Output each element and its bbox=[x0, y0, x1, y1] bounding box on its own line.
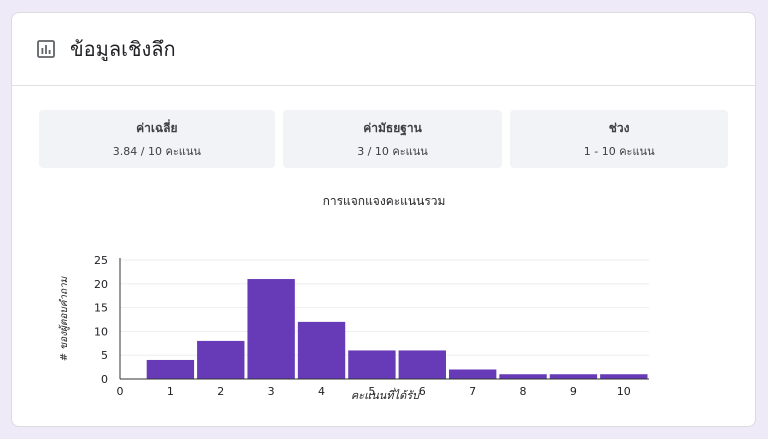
stat-median: ค่ามัธยฐาน 3 / 10 คะแนน bbox=[282, 110, 503, 168]
histogram-bar bbox=[247, 279, 295, 379]
histogram-bar bbox=[146, 359, 195, 379]
card-header: ข้อมูลเชิงลึก bbox=[12, 13, 755, 86]
x-tick-label: 8 bbox=[520, 385, 527, 398]
y-tick-label: 10 bbox=[94, 325, 108, 338]
x-tick-label: 0 bbox=[117, 385, 124, 398]
histogram-bar bbox=[499, 374, 547, 379]
stat-range-value: 1 - 10 คะแนน bbox=[583, 144, 655, 158]
page-title: ข้อมูลเชิงลึก bbox=[70, 37, 176, 61]
histogram-bar bbox=[398, 350, 446, 379]
chart-svg: การแจกแจงคะแนนรวม คะแนนที่ได้รับ # ของผู… bbox=[58, 194, 649, 402]
histogram-bar bbox=[297, 321, 346, 379]
x-tick-label: 7 bbox=[469, 385, 476, 398]
stat-range: ช่วง 1 - 10 คะแนน bbox=[510, 110, 728, 168]
y-tick-label: 15 bbox=[94, 302, 108, 315]
y-tick-label: 0 bbox=[101, 373, 108, 386]
stat-range-label: ช่วง bbox=[608, 120, 630, 135]
chart-title: การแจกแจงคะแนนรวม bbox=[323, 194, 446, 208]
histogram-bar bbox=[197, 340, 245, 379]
histogram-bar bbox=[549, 374, 598, 379]
bar-chart-icon bbox=[36, 39, 56, 59]
insights-card: ข้อมูลเชิงลึก ค่าเฉลี่ย 3.84 / 10 คะแนน … bbox=[11, 12, 756, 427]
x-tick-label: 6 bbox=[419, 385, 426, 398]
histogram-bar bbox=[448, 369, 497, 379]
stat-average-label: ค่าเฉลี่ย bbox=[136, 120, 178, 135]
score-distribution-chart: การแจกแจงคะแนนรวม คะแนนที่ได้รับ # ของผู… bbox=[12, 183, 755, 423]
y-tick-label: 25 bbox=[94, 254, 108, 267]
x-tick-label: 5 bbox=[368, 385, 375, 398]
y-tick-label: 5 bbox=[101, 349, 108, 362]
stat-median-value: 3 / 10 คะแนน bbox=[357, 144, 428, 158]
stat-median-label: ค่ามัธยฐาน bbox=[363, 120, 422, 135]
x-tick-label: 10 bbox=[617, 385, 631, 398]
y-axis-label: # ของผู้ตอบคำถาม bbox=[58, 275, 70, 361]
histogram-bar bbox=[348, 350, 396, 379]
stat-average-value: 3.84 / 10 คะแนน bbox=[112, 144, 201, 158]
histogram-bar bbox=[600, 374, 648, 379]
y-tick-label: 20 bbox=[94, 278, 108, 291]
x-tick-label: 2 bbox=[217, 385, 224, 398]
x-tick-label: 3 bbox=[268, 385, 275, 398]
x-axis-label: คะแนนที่ได้รับ bbox=[351, 387, 420, 402]
stats-row: ค่าเฉลี่ย 3.84 / 10 คะแนน ค่ามัธยฐาน 3 /… bbox=[39, 110, 728, 168]
stat-average: ค่าเฉลี่ย 3.84 / 10 คะแนน bbox=[39, 110, 275, 168]
x-tick-label: 4 bbox=[318, 385, 325, 398]
x-tick-label: 1 bbox=[167, 385, 174, 398]
x-tick-label: 9 bbox=[570, 385, 577, 398]
